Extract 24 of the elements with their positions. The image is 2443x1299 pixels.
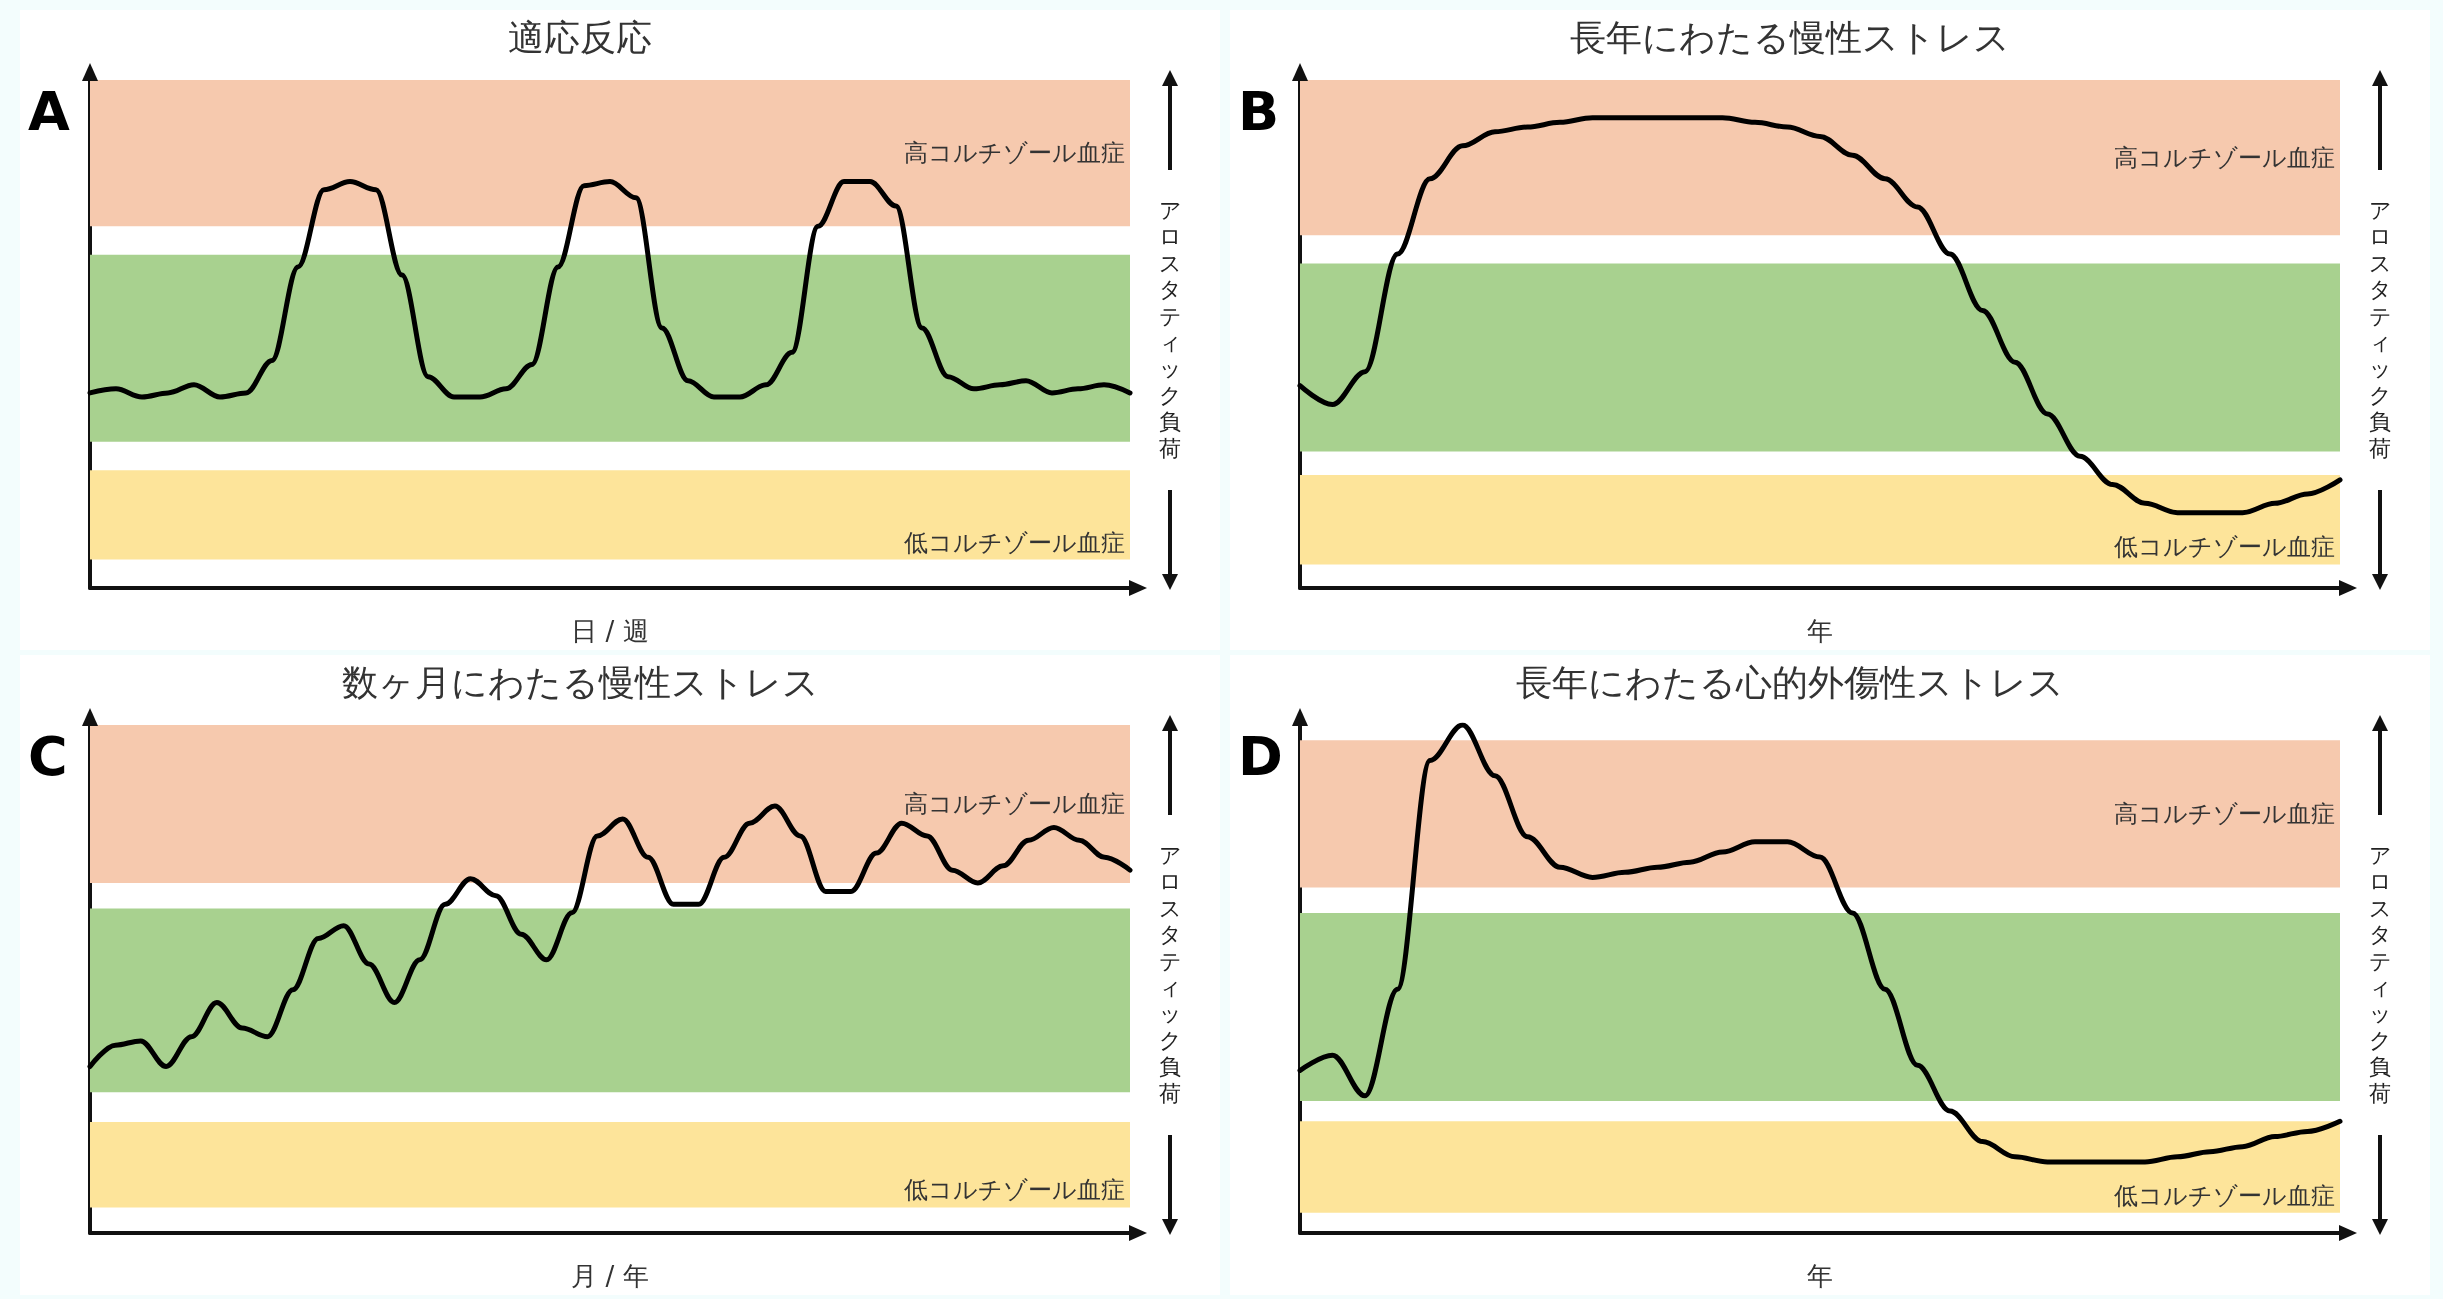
band-label: 高コルチゾール血症	[904, 789, 1125, 818]
text: アロスタティック負荷	[2368, 843, 2392, 1106]
band-label: 低コルチゾール血症	[2114, 533, 2335, 562]
x-axis-title: 月 / 年	[571, 1261, 649, 1291]
text: A	[28, 80, 70, 143]
band-label: 低コルチゾール血症	[2114, 1181, 2335, 1210]
chart-title: 長年にわたる心的外傷性ストレス	[1516, 661, 2064, 703]
x-axis-title: 年	[1807, 616, 1833, 646]
text: アロスタティック負荷	[1158, 198, 1182, 461]
band-label: 高コルチゾール血症	[2114, 143, 2335, 172]
text: D	[1238, 725, 1283, 788]
band-label: 低コルチゾール血症	[904, 1176, 1125, 1205]
text: B	[1238, 80, 1280, 143]
band-label: 高コルチゾール血症	[904, 139, 1125, 168]
x-axis-title: 年	[1807, 1261, 1833, 1291]
text: アロスタティック負荷	[2368, 198, 2392, 461]
text: アロスタティック負荷	[1158, 843, 1182, 1106]
x-axis-title: 日 / 週	[571, 616, 649, 646]
chart-title: 適応反応	[508, 16, 652, 58]
band-label: 高コルチゾール血症	[2114, 799, 2335, 828]
chart-title: 長年にわたる慢性ストレス	[1570, 16, 2010, 58]
text: C	[28, 725, 68, 788]
chart-title: 数ヶ月にわたる慢性ストレス	[341, 661, 819, 703]
band-label: 低コルチゾール血症	[904, 528, 1125, 557]
